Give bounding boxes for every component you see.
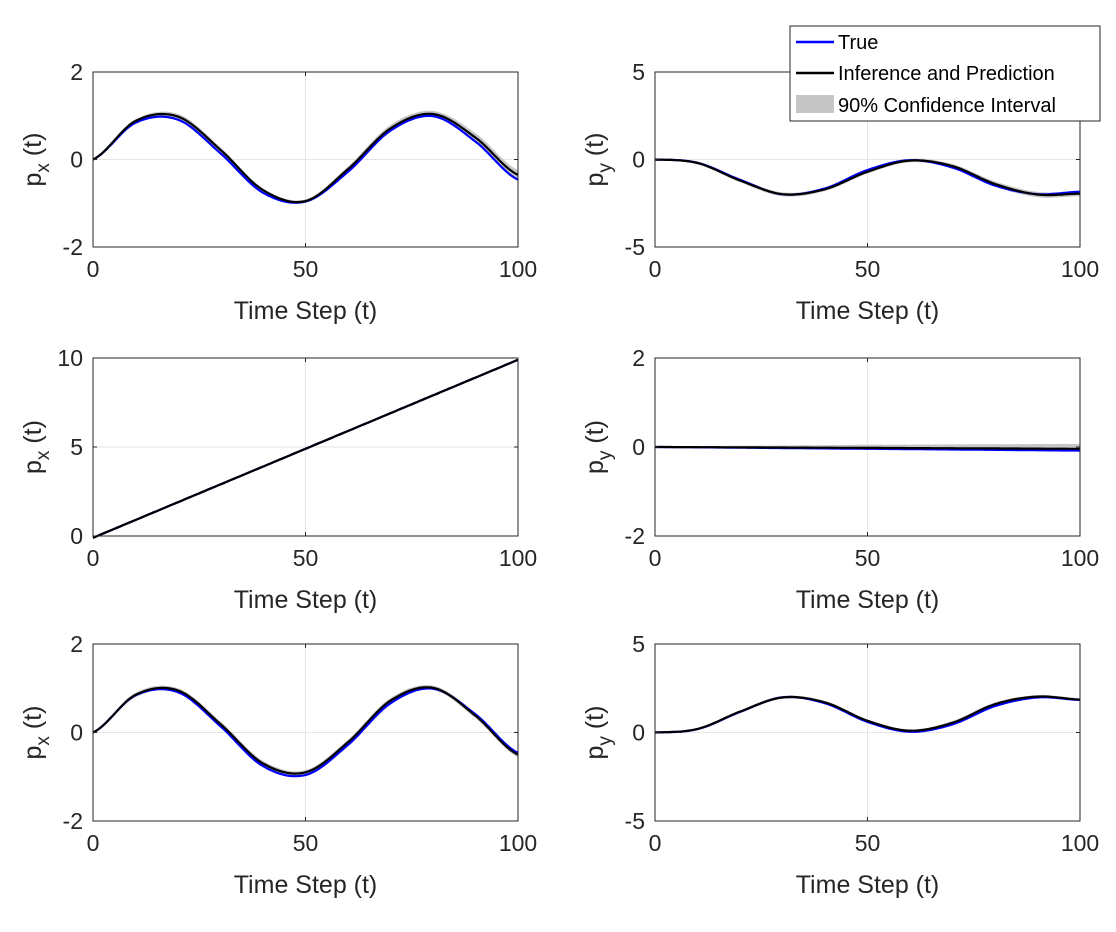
x-tick-label: 50 [855, 256, 881, 282]
x-axis-label: Time Step (t) [796, 297, 940, 325]
legend-ci-swatch [796, 95, 834, 113]
y-tick-label: 0 [70, 720, 83, 746]
x-tick-label: 0 [87, 545, 100, 571]
x-tick-label: 0 [649, 256, 662, 282]
legend-true-label: True [838, 32, 878, 54]
y-tick-label: -5 [625, 808, 645, 834]
inference-series-line [92, 686, 519, 775]
y-tick-label: 0 [70, 147, 83, 173]
x-tick-label: 100 [499, 545, 537, 571]
y-tick-label: -2 [625, 523, 645, 549]
y-tick-label: 0 [70, 523, 83, 549]
inference-series-line [654, 158, 1081, 197]
y-tick-label: 5 [632, 631, 645, 657]
legend-box [789, 25, 1101, 122]
y-tick-label: 2 [70, 631, 83, 657]
x-tick-label: 0 [87, 830, 100, 856]
y-axis-label: px (t) [19, 706, 54, 760]
x-tick-label: 50 [855, 830, 881, 856]
y-tick-label: -5 [625, 234, 645, 260]
x-axis-label: Time Step (t) [234, 871, 378, 899]
x-tick-label: 50 [293, 545, 319, 571]
x-tick-label: 100 [1061, 545, 1099, 571]
inference-series-line [655, 445, 1080, 450]
x-tick-label: 0 [87, 256, 100, 282]
x-tick-label: 50 [293, 256, 319, 282]
y-tick-label: 5 [70, 434, 83, 460]
y-tick-label: 2 [70, 59, 83, 85]
y-axis-label: py (t) [581, 706, 616, 760]
y-tick-label: 0 [632, 147, 645, 173]
x-tick-label: 100 [1061, 256, 1099, 282]
y-tick-label: 0 [632, 720, 645, 746]
y-tick-label: 10 [57, 345, 83, 371]
y-tick-label: 2 [632, 345, 645, 371]
x-tick-label: 0 [649, 545, 662, 571]
y-axis-label: px (t) [19, 133, 54, 187]
x-axis-label: Time Step (t) [796, 586, 940, 614]
y-tick-label: 5 [632, 59, 645, 85]
y-axis-label: py (t) [581, 420, 616, 474]
y-tick-label: 0 [632, 434, 645, 460]
legend-inference-label: Inference and Prediction [838, 63, 1055, 85]
x-axis-label: Time Step (t) [234, 586, 378, 614]
x-tick-label: 50 [855, 545, 881, 571]
x-tick-label: 100 [1061, 830, 1099, 856]
inference-series-line [92, 358, 519, 539]
y-tick-label: -2 [63, 234, 83, 260]
x-tick-label: 100 [499, 256, 537, 282]
y-axis-label: px (t) [19, 420, 54, 474]
x-tick-label: 100 [499, 830, 537, 856]
legend-ci-label: 90% Confidence Interval [838, 95, 1056, 117]
x-axis-label: Time Step (t) [796, 871, 940, 899]
legend: True Inference and Prediction 90% Confid… [789, 25, 1101, 122]
inference-series-line [654, 695, 1081, 734]
y-tick-label: -2 [63, 808, 83, 834]
y-axis-label: py (t) [581, 133, 616, 187]
x-tick-label: 0 [649, 830, 662, 856]
subplot-3: 0 50 100 0 5 10 Time Step (t) px (t) [19, 345, 537, 614]
x-tick-label: 50 [293, 830, 319, 856]
x-axis-label: Time Step (t) [234, 297, 378, 325]
inference-series-line [92, 112, 519, 204]
